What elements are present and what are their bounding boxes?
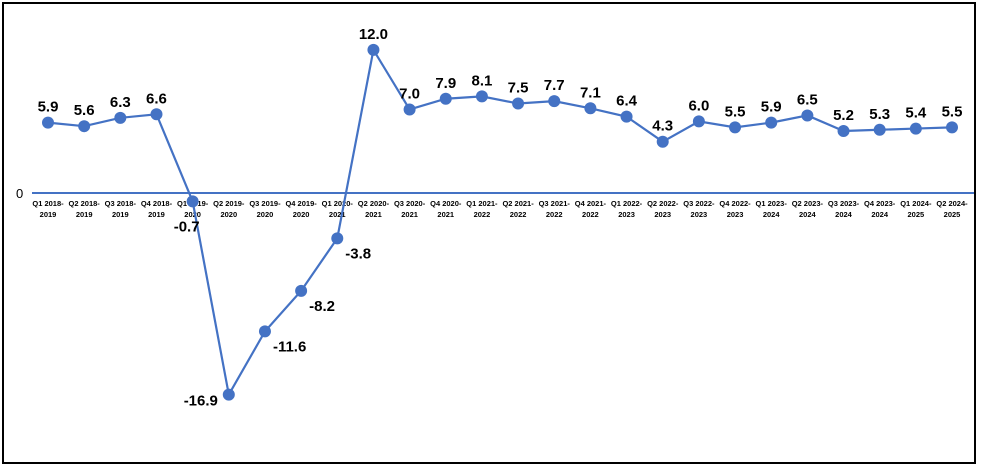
data-point xyxy=(946,121,958,134)
x-tick-label: Q2 2019-2020 xyxy=(213,199,245,219)
x-tick-label: Q4 2020-2021 xyxy=(430,199,462,219)
data-point xyxy=(801,109,814,122)
x-tick-label: Q1 2022-2023 xyxy=(611,199,643,219)
x-tick-label: Q2 2020-2021 xyxy=(358,199,390,219)
x-tick-label: Q4 2022-2023 xyxy=(719,199,751,219)
data-point xyxy=(765,116,778,129)
data-label: 6.4 xyxy=(616,93,638,110)
data-label: 7.0 xyxy=(399,85,420,102)
data-label: 6.5 xyxy=(797,91,818,108)
x-tick-label: Q1 2020-2021 xyxy=(322,199,354,219)
x-tick-label: Q3 2023-2024 xyxy=(828,199,860,219)
x-tick-label: Q2 2023-2024 xyxy=(792,199,824,219)
data-label: 6.0 xyxy=(688,97,709,114)
data-label: 5.9 xyxy=(761,99,782,116)
x-tick-label: Q4 2018-2019 xyxy=(141,199,173,219)
x-tick-label: Q1 2023-2024 xyxy=(756,199,788,219)
data-label: 6.3 xyxy=(110,94,131,111)
data-label: -3.8 xyxy=(345,245,371,262)
x-tick-label: Q2 2018-2019 xyxy=(69,199,101,219)
x-tick-label: Q4 2019-2020 xyxy=(285,199,317,219)
series-line xyxy=(47,46,953,398)
data-point xyxy=(475,90,488,103)
data-label: 7.5 xyxy=(508,80,529,97)
data-point xyxy=(222,388,235,401)
data-label: 5.5 xyxy=(942,103,963,120)
x-tick-label: Q2 2021-2022 xyxy=(502,199,534,219)
x-tick-label: Q3 2018-2019 xyxy=(105,199,137,219)
x-tick-label: Q3 2021-2022 xyxy=(539,199,571,219)
data-point xyxy=(150,108,163,121)
data-point xyxy=(258,325,271,338)
y-tick-label-0: 0 xyxy=(16,186,23,201)
data-point xyxy=(186,195,199,208)
x-tick-label: Q1 2024-2025 xyxy=(900,199,932,219)
x-tick-label: Q1 2021-2022 xyxy=(466,199,498,219)
data-point xyxy=(331,232,344,245)
data-point xyxy=(403,103,416,116)
data-point xyxy=(78,120,91,133)
data-point xyxy=(439,92,452,105)
x-tick-label: Q3 2022-2023 xyxy=(683,199,715,219)
data-label: -8.2 xyxy=(309,298,335,315)
data-label: -0.7 xyxy=(174,218,200,235)
data-label: 5.6 xyxy=(74,102,95,119)
data-label: 12.0 xyxy=(359,26,388,43)
x-tick-label: Q3 2020-2021 xyxy=(394,199,426,219)
x-tick-label: Q3 2019-2020 xyxy=(249,199,281,219)
x-tick-label: Q2 2022-2023 xyxy=(647,199,679,219)
data-label: 5.5 xyxy=(725,103,746,120)
data-point xyxy=(729,121,742,134)
data-point xyxy=(42,116,54,129)
data-label: 7.9 xyxy=(435,75,456,92)
data-label: 5.9 xyxy=(38,99,59,116)
data-label: 7.1 xyxy=(580,84,601,101)
data-label: 4.3 xyxy=(652,118,673,135)
data-point xyxy=(114,111,127,124)
data-label: 7.7 xyxy=(544,77,565,94)
data-label: 5.2 xyxy=(833,107,854,124)
data-point xyxy=(295,284,308,297)
data-point xyxy=(584,102,597,115)
data-point xyxy=(873,123,886,136)
chart-frame: 0 Q1 2018-2019 Q2 2018-2019 Q3 2018-2019 Q4 … xyxy=(2,2,976,464)
data-label: 5.4 xyxy=(905,105,927,122)
data-label: -16.9 xyxy=(184,393,218,410)
data-point xyxy=(512,97,525,110)
data-point xyxy=(909,122,922,135)
data-label: 6.6 xyxy=(146,90,167,107)
x-tick-label: Q4 2023-2024 xyxy=(864,199,896,219)
data-point xyxy=(837,124,850,137)
x-tick-label: Q2 2024-2025 xyxy=(936,199,968,219)
data-point xyxy=(692,115,705,128)
data-label: 8.1 xyxy=(471,72,492,89)
x-tick-label: Q1 2018-2019 xyxy=(32,199,64,219)
data-label: 5.3 xyxy=(869,106,890,123)
x-tick-label: Q4 2021-2022 xyxy=(575,199,607,219)
data-point xyxy=(548,95,561,108)
data-point xyxy=(367,43,380,56)
data-point xyxy=(620,110,633,123)
data-label: -11.6 xyxy=(273,338,306,355)
data-point xyxy=(656,135,669,148)
